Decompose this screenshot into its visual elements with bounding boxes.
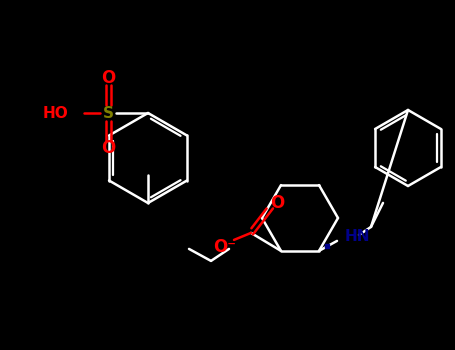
Text: O⁻: O⁻ — [213, 238, 237, 256]
Text: O: O — [101, 139, 115, 157]
Text: HO: HO — [42, 105, 68, 120]
Text: S: S — [102, 105, 113, 120]
Text: HN: HN — [345, 229, 370, 244]
Text: O: O — [101, 69, 115, 87]
Text: O: O — [270, 194, 284, 212]
